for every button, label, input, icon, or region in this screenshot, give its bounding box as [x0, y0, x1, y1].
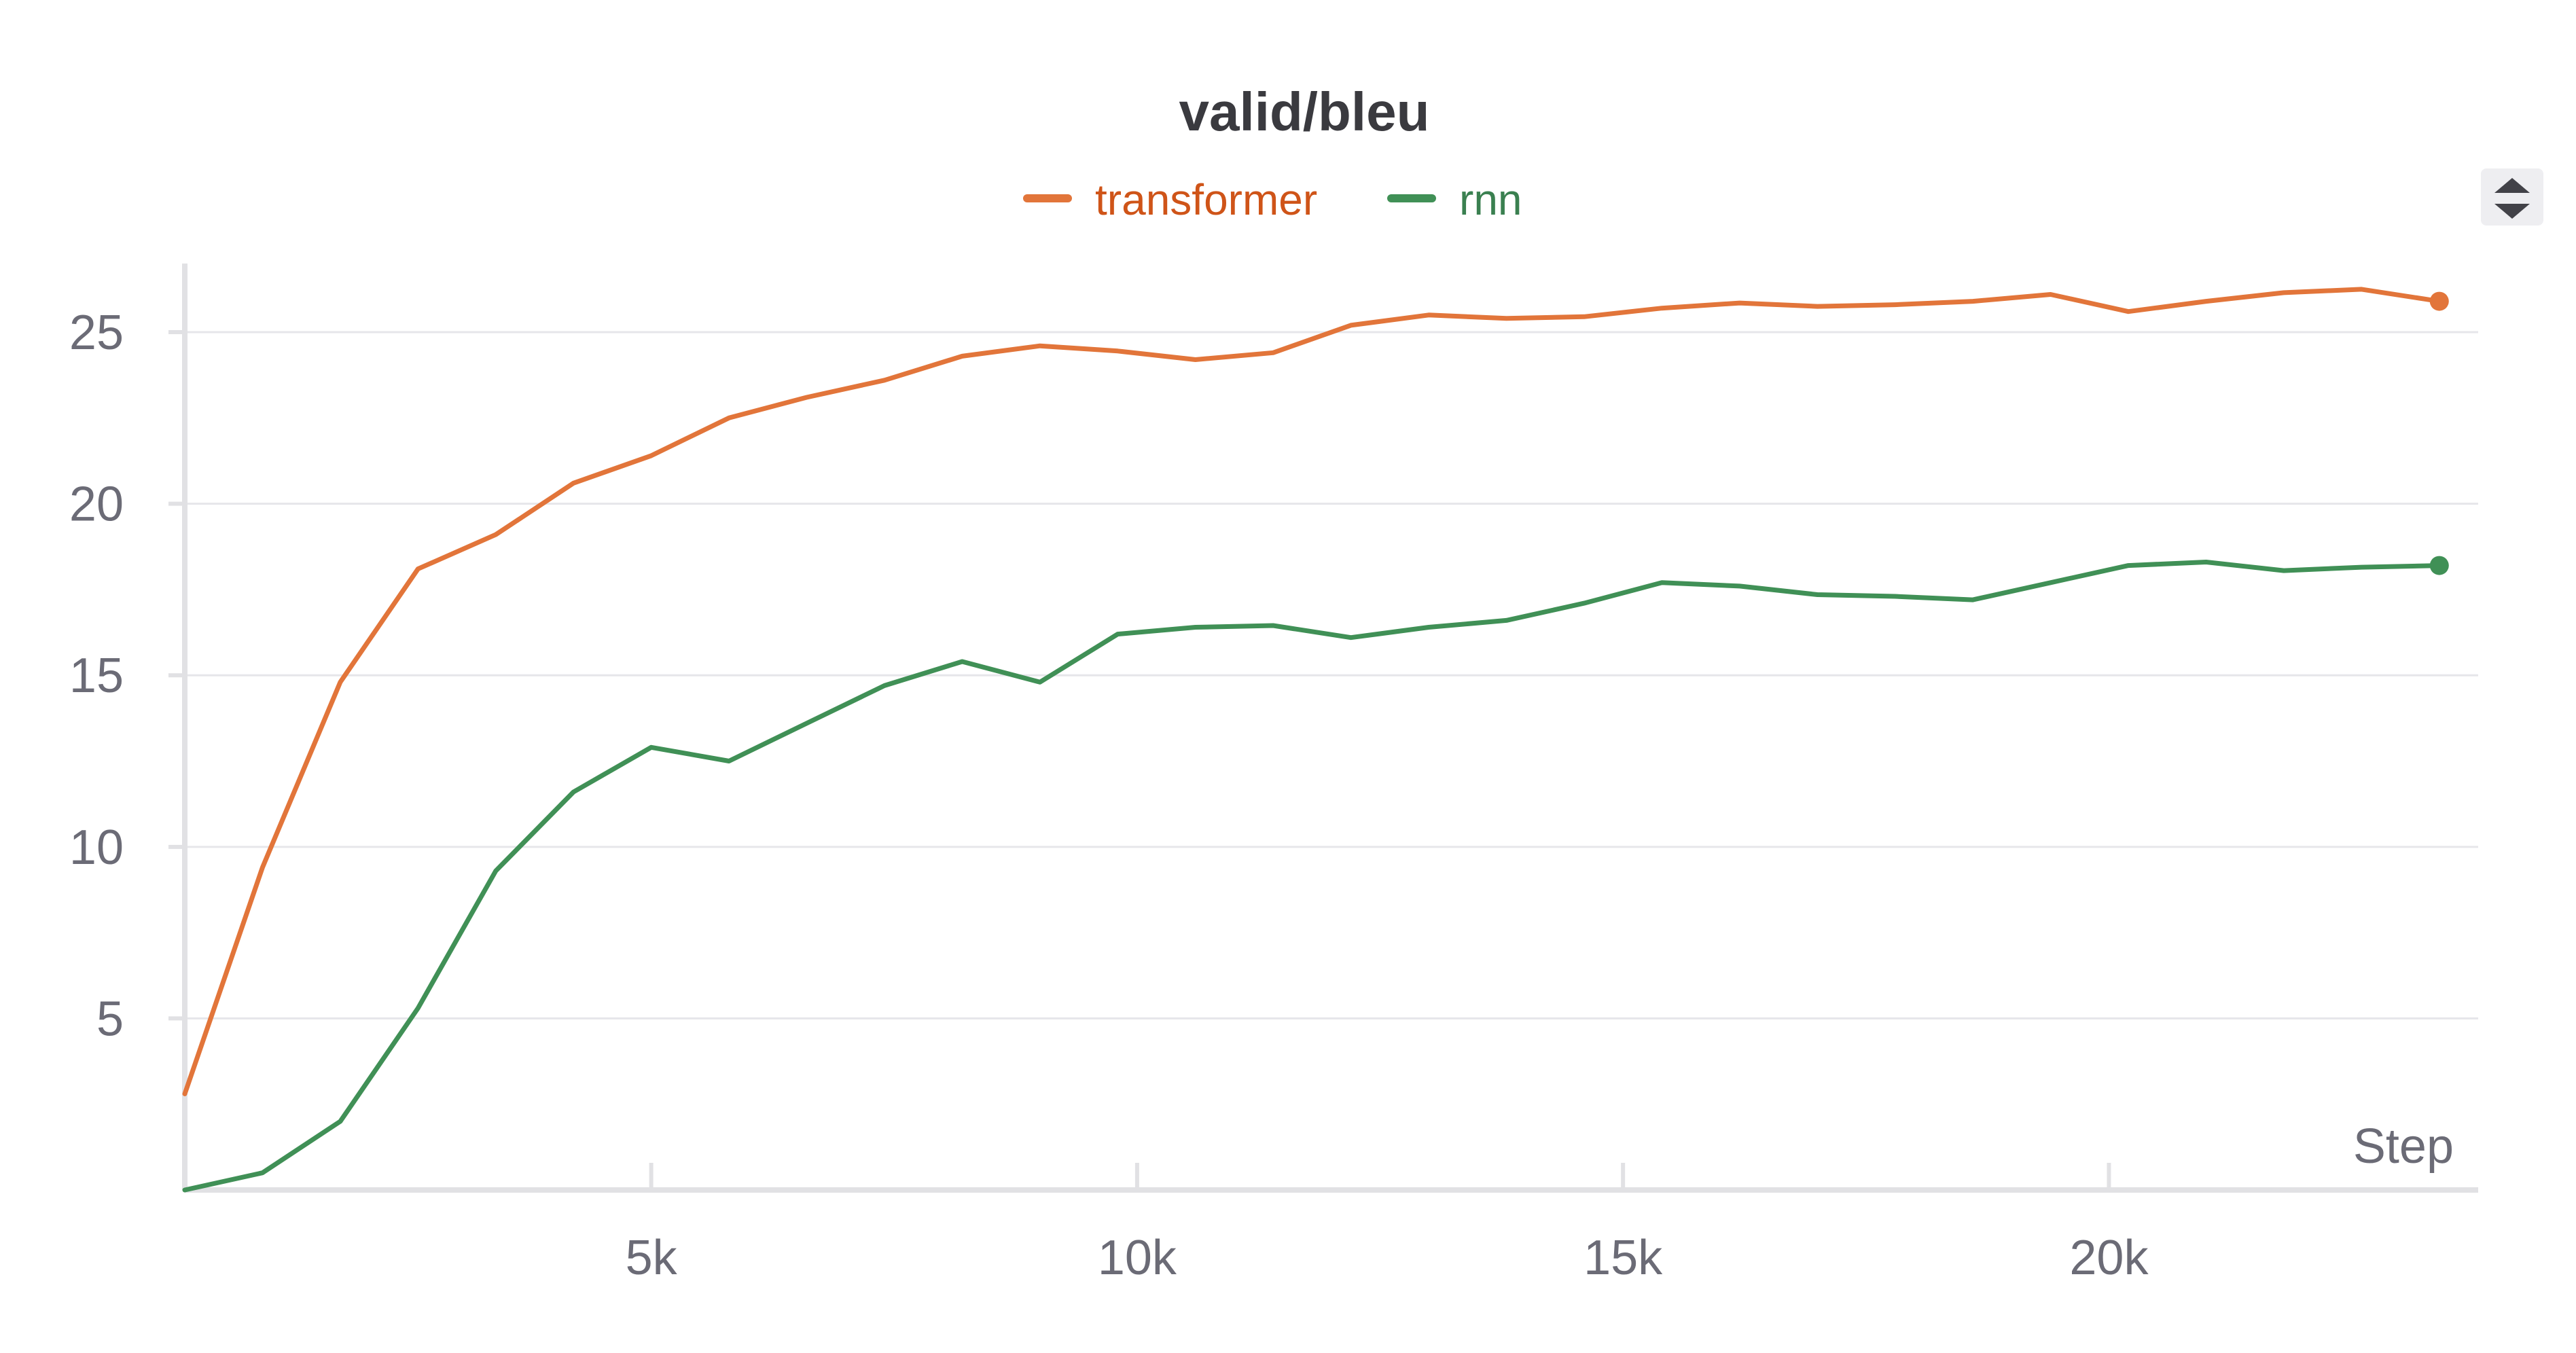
series-line-rnn[interactable]	[182, 560, 2442, 1193]
y-tick-label-10: 10	[69, 820, 124, 875]
y-tick-label-20: 20	[69, 477, 124, 532]
series-endpoint-rnn[interactable]	[2429, 556, 2449, 575]
y-tick-label-25: 25	[69, 306, 124, 360]
sort-up-arrow-icon	[2494, 178, 2530, 193]
sort-down-arrow-icon	[2494, 204, 2530, 219]
sort-arrows-icon[interactable]	[2481, 168, 2543, 226]
x-tick-label-15000: 15k	[1584, 1231, 1663, 1285]
legend-label-transformer: transformer	[1095, 175, 1317, 224]
x-axis-label: Step	[2353, 1119, 2454, 1174]
series-endpoint-transformer[interactable]	[2429, 291, 2449, 311]
legend-item-rnn[interactable]: rnn	[1387, 175, 1522, 224]
y-tick-label-15: 15	[69, 649, 124, 703]
legend-label-rnn: rnn	[1459, 175, 1522, 224]
legend-item-transformer[interactable]: transformer	[1023, 175, 1317, 224]
y-tick-label-5: 5	[96, 992, 124, 1046]
x-tick-label-5000: 5k	[626, 1231, 678, 1285]
chart-title: valid/bleu	[1179, 82, 1430, 142]
series-line-transformer[interactable]	[182, 287, 2442, 1096]
plot-area	[182, 287, 2449, 1193]
legend: transformer rnn	[1023, 175, 1522, 224]
axes: 5 10 15 20 25 5k 10k 15k 20k	[69, 264, 2478, 1285]
sort-arrows-icon-background	[2481, 168, 2543, 226]
grid	[185, 331, 2478, 1020]
x-tick-label-10000: 10k	[1098, 1231, 1177, 1285]
x-tick-label-20000: 20k	[2069, 1231, 2149, 1285]
